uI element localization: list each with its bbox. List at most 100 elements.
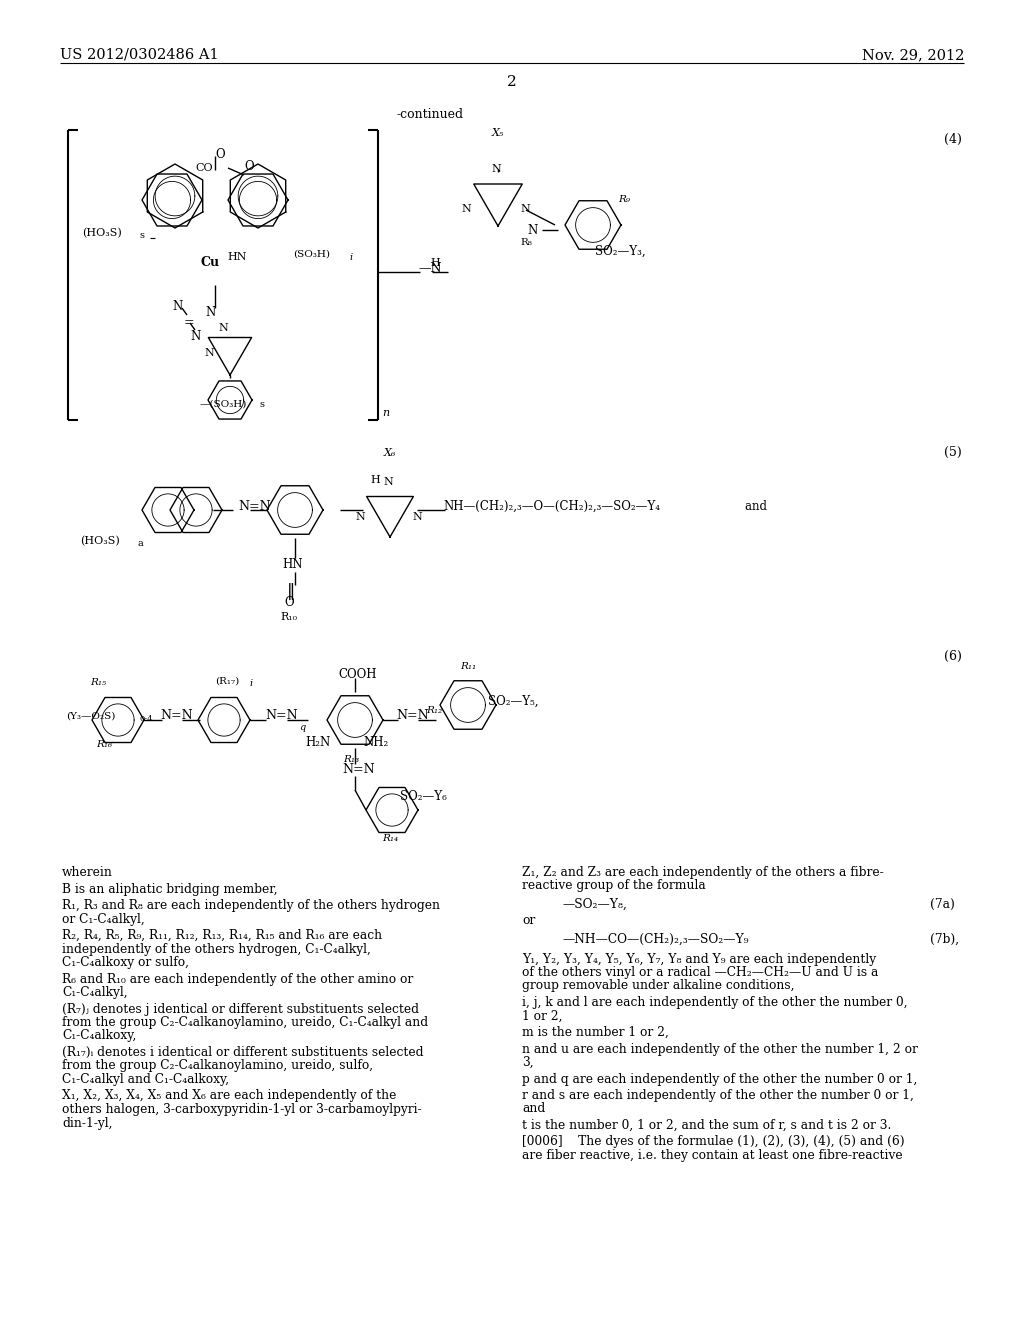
Text: wherein: wherein [62, 866, 113, 879]
Text: q: q [299, 723, 305, 733]
Text: N: N [461, 205, 471, 214]
Text: C₁-C₄alkyl,: C₁-C₄alkyl, [62, 986, 128, 999]
Text: X₁, X₂, X₃, X₄, X₅ and X₆ are each independently of the: X₁, X₂, X₃, X₄, X₅ and X₆ are each indep… [62, 1089, 396, 1102]
Text: 2: 2 [507, 75, 517, 88]
Text: X₅: X₅ [492, 128, 504, 139]
Text: ‖: ‖ [287, 583, 295, 601]
Text: (HO₃S): (HO₃S) [80, 536, 120, 546]
Text: N: N [355, 512, 365, 521]
Text: O: O [284, 597, 294, 609]
Text: B is an aliphatic bridging member,: B is an aliphatic bridging member, [62, 883, 278, 895]
Text: N=N: N=N [238, 500, 270, 513]
Text: (4): (4) [944, 133, 962, 147]
Text: N: N [527, 224, 538, 238]
Text: 1 or 2,: 1 or 2, [522, 1010, 562, 1023]
Text: NH—(CH₂)₂,₃—O—(CH₂)₂,₃—SO₂—Y₄: NH—(CH₂)₂,₃—O—(CH₂)₂,₃—SO₂—Y₄ [443, 500, 660, 513]
Text: (R₇)ⱼ denotes j identical or different substituents selected: (R₇)ⱼ denotes j identical or different s… [62, 1002, 419, 1015]
Text: C₁-C₄alkoxy,: C₁-C₄alkoxy, [62, 1030, 136, 1043]
Text: R₁₅: R₁₅ [90, 678, 106, 686]
Text: 3,: 3, [522, 1056, 534, 1069]
Text: C₁-C₄alkyl and C₁-C₄alkoxy,: C₁-C₄alkyl and C₁-C₄alkoxy, [62, 1073, 229, 1086]
Text: of the others vinyl or a radical —CH₂—CH₂—U and U is a: of the others vinyl or a radical —CH₂—CH… [522, 966, 879, 979]
Text: or: or [522, 913, 536, 927]
Text: N=N: N=N [160, 709, 193, 722]
Text: n and u are each independently of the other the number 1, 2 or: n and u are each independently of the ot… [522, 1043, 918, 1056]
Text: =: = [184, 315, 195, 329]
Text: from the group C₂-C₄alkanoylamino, ureido, sulfo,: from the group C₂-C₄alkanoylamino, ureid… [62, 1060, 373, 1072]
Text: Nov. 29, 2012: Nov. 29, 2012 [861, 48, 964, 62]
Text: t is the number 0, 1 or 2, and the sum of r, s and t is 2 or 3.: t is the number 0, 1 or 2, and the sum o… [522, 1119, 891, 1133]
Text: R₂, R₄, R₅, R₉, R₁₁, R₁₂, R₁₃, R₁₄, R₁₅ and R₁₆ are each: R₂, R₄, R₅, R₉, R₁₁, R₁₂, R₁₃, R₁₄, R₁₅ … [62, 929, 382, 942]
Text: N: N [204, 348, 214, 358]
Text: r and s are each independently of the other the number 0 or 1,: r and s are each independently of the ot… [522, 1089, 913, 1102]
Text: O: O [215, 148, 225, 161]
Text: din-1-yl,: din-1-yl, [62, 1117, 113, 1130]
Text: m is the number 1 or 2,: m is the number 1 or 2, [522, 1026, 669, 1039]
Text: others halogen, 3-carboxypyridin-1-yl or 3-carbamoylpyri-: others halogen, 3-carboxypyridin-1-yl or… [62, 1104, 422, 1115]
Text: Y₁, Y₂, Y₃, Y₄, Y₅, Y₆, Y₇, Y₈ and Y₉ are each independently: Y₁, Y₂, Y₃, Y₄, Y₅, Y₆, Y₇, Y₈ and Y₉ ar… [522, 953, 877, 965]
Text: N=N: N=N [342, 763, 375, 776]
Text: CO: CO [196, 162, 213, 173]
Text: H₂N: H₂N [305, 737, 331, 748]
Text: US 2012/0302486 A1: US 2012/0302486 A1 [60, 48, 219, 62]
Text: R₁, R₃ and R₈ are each independently of the others hydrogen: R₁, R₃ and R₈ are each independently of … [62, 899, 440, 912]
Text: R₁₁: R₁₁ [460, 663, 476, 671]
Text: R₁₃: R₁₃ [343, 755, 359, 764]
Text: —(SO₃H): —(SO₃H) [200, 400, 248, 409]
Text: a: a [138, 539, 143, 548]
Text: —SO₂—Y₈,: —SO₂—Y₈, [562, 898, 627, 911]
Text: reactive group of the formula: reactive group of the formula [522, 879, 706, 892]
Text: R₁₆: R₁₆ [96, 741, 112, 748]
Text: R₁₀: R₁₀ [280, 612, 297, 622]
Text: and: and [522, 1102, 545, 1115]
Text: (HO₃S): (HO₃S) [82, 228, 122, 239]
Text: i, j, k and l are each independently of the other the number 0,: i, j, k and l are each independently of … [522, 997, 907, 1008]
Text: C₁-C₄alkoxy or sulfo,: C₁-C₄alkoxy or sulfo, [62, 956, 189, 969]
Text: NH₂: NH₂ [362, 737, 388, 748]
Text: N: N [172, 300, 182, 313]
Text: R₁₄: R₁₄ [382, 834, 398, 843]
Text: —N: —N [418, 261, 441, 275]
Text: X₆: X₆ [384, 447, 396, 458]
Text: independently of the others hydrogen, C₁-C₄alkyl,: independently of the others hydrogen, C₁… [62, 942, 371, 956]
Text: from the group C₂-C₄alkanoylamino, ureido, C₁-C₄alkyl and: from the group C₂-C₄alkanoylamino, ureid… [62, 1016, 428, 1030]
Text: N: N [190, 330, 201, 343]
Text: N: N [492, 164, 501, 174]
Text: and: and [730, 500, 767, 513]
Text: i: i [350, 253, 353, 261]
Text: [0006]    The dyes of the formulae (1), (2), (3), (4), (5) and (6): [0006] The dyes of the formulae (1), (2)… [522, 1135, 904, 1148]
Text: HN: HN [227, 252, 247, 261]
Text: N: N [218, 323, 227, 333]
Text: (7a): (7a) [930, 898, 954, 911]
Text: Cu: Cu [201, 256, 219, 269]
Text: (5): (5) [944, 446, 962, 459]
Text: N=N: N=N [396, 709, 429, 722]
Text: or C₁-C₄alkyl,: or C₁-C₄alkyl, [62, 912, 144, 925]
Text: R₆ and R₁₀ are each independently of the other amino or: R₆ and R₁₀ are each independently of the… [62, 973, 414, 986]
Text: -continued: -continued [396, 108, 464, 121]
Text: N: N [205, 306, 215, 319]
Text: R₈: R₈ [520, 238, 531, 247]
Text: SO₂—Y₆: SO₂—Y₆ [400, 789, 446, 803]
Text: R₁₂: R₁₂ [426, 706, 442, 715]
Text: s: s [260, 400, 265, 409]
Text: 0-4: 0-4 [139, 715, 153, 723]
Text: COOH: COOH [338, 668, 377, 681]
Text: (R₁₇): (R₁₇) [215, 677, 240, 686]
Text: H: H [430, 257, 439, 268]
Text: Z₁, Z₂ and Z₃ are each independently of the others a fibre-: Z₁, Z₂ and Z₃ are each independently of … [522, 866, 884, 879]
Text: —NH—CO—(CH₂)₂,₃—SO₂—Y₉: —NH—CO—(CH₂)₂,₃—SO₂—Y₉ [562, 932, 749, 945]
Text: (7b),: (7b), [930, 932, 959, 945]
Text: HN: HN [282, 558, 302, 572]
Text: N: N [520, 205, 529, 214]
Text: (SO₃H): (SO₃H) [293, 249, 330, 259]
Text: are fiber reactive, i.e. they contain at least one fibre-reactive: are fiber reactive, i.e. they contain at… [522, 1148, 902, 1162]
Text: n: n [382, 408, 389, 418]
Text: H: H [370, 475, 380, 484]
Text: i: i [249, 678, 252, 688]
Text: s: s [140, 231, 145, 240]
Text: N=N: N=N [265, 709, 298, 722]
Text: group removable under alkaline conditions,: group removable under alkaline condition… [522, 979, 795, 993]
Text: SO₂—Y₅,: SO₂—Y₅, [488, 696, 539, 708]
Text: R₉: R₉ [618, 195, 630, 205]
